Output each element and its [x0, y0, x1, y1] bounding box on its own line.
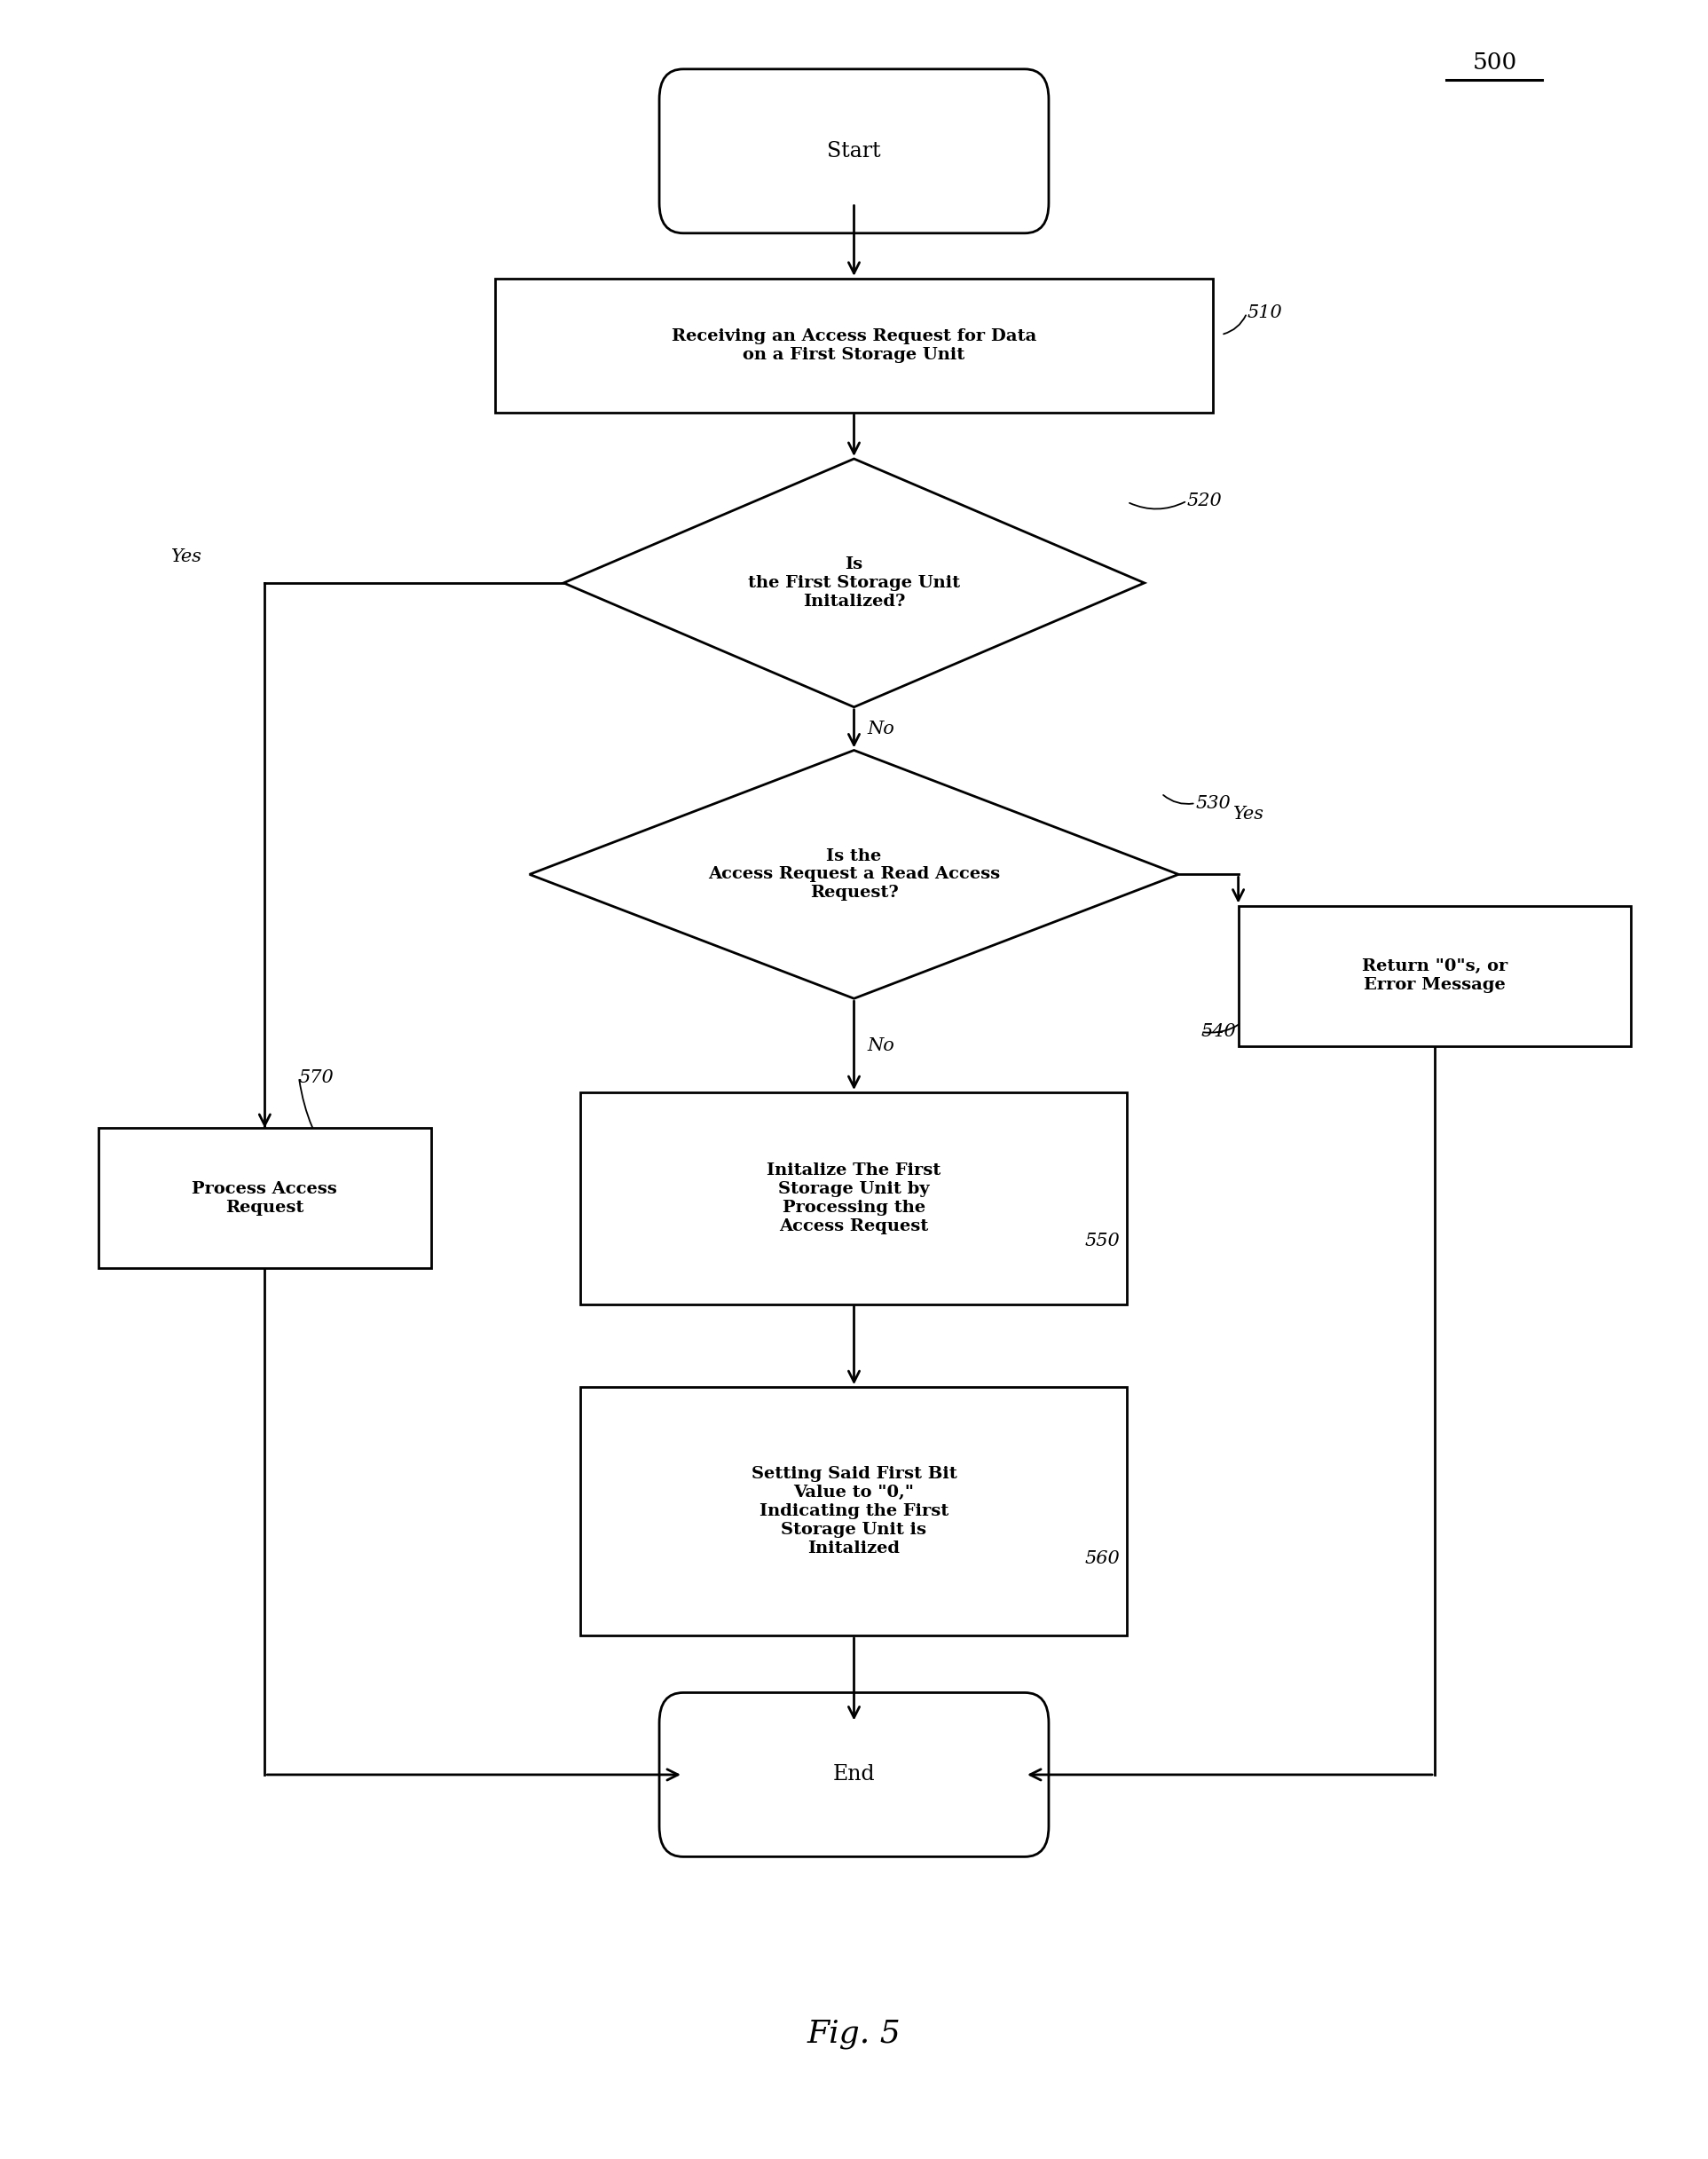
FancyBboxPatch shape [659, 69, 1049, 233]
Text: 500: 500 [1472, 52, 1517, 73]
Text: Process Access
Request: Process Access Request [191, 1181, 338, 1216]
Polygon shape [529, 751, 1179, 997]
Bar [97, 1127, 430, 1269]
Text: Yes: Yes [1233, 805, 1264, 823]
Text: Receiving an Access Request for Data
on a First Storage Unit: Receiving an Access Request for Data on … [671, 328, 1037, 363]
Text: End: End [834, 1764, 874, 1785]
Polygon shape [564, 460, 1144, 708]
Bar [1238, 907, 1631, 1045]
Bar [495, 279, 1213, 412]
Text: Is the
Access Request a Read Access
Request?: Is the Access Request a Read Access Requ… [709, 848, 999, 900]
FancyBboxPatch shape [659, 1693, 1049, 1857]
Text: No: No [868, 721, 895, 736]
Text: 540: 540 [1201, 1023, 1237, 1041]
Text: Initalize The First
Storage Unit by
Processing the
Access Request: Initalize The First Storage Unit by Proc… [767, 1162, 941, 1235]
Text: No: No [868, 1036, 895, 1054]
Text: Return "0"s, or
Error Message: Return "0"s, or Error Message [1361, 959, 1508, 993]
Bar [581, 1388, 1127, 1637]
Text: Yes: Yes [171, 548, 202, 566]
Text: Setting Said First Bit
Value to "0,"
Indicating the First
Storage Unit is
Inital: Setting Said First Bit Value to "0," Ind… [752, 1466, 956, 1557]
Text: 520: 520 [1187, 492, 1223, 510]
Text: 510: 510 [1247, 304, 1283, 322]
Text: 550: 550 [1085, 1233, 1120, 1250]
Text: 570: 570 [299, 1069, 335, 1086]
Text: 530: 530 [1196, 795, 1231, 812]
Text: Fig. 5: Fig. 5 [808, 2019, 900, 2049]
Text: Start: Start [827, 140, 881, 162]
Text: 560: 560 [1085, 1550, 1120, 1567]
Text: Is
the First Storage Unit
Initalized?: Is the First Storage Unit Initalized? [748, 557, 960, 609]
Bar [581, 1092, 1127, 1304]
